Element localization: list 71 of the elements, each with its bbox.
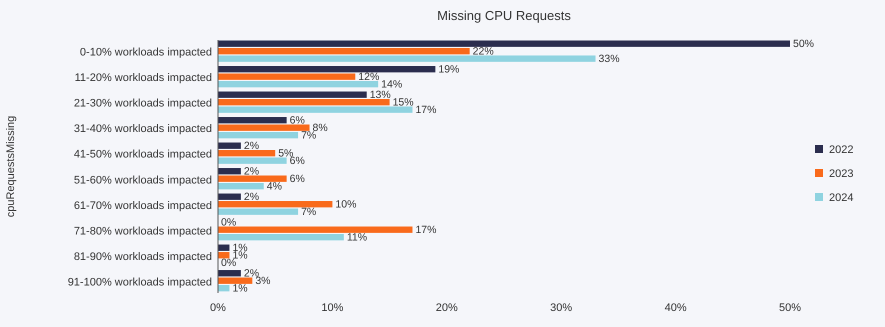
bar — [218, 234, 344, 240]
data-label: 4% — [266, 180, 282, 192]
legend-label: 2023 — [829, 168, 854, 180]
bar — [218, 73, 356, 80]
y-axis-title: cpuRequestsMissing — [5, 116, 17, 218]
data-label: 2% — [244, 190, 260, 203]
x-tick-label: 10% — [321, 302, 344, 314]
bar — [218, 270, 241, 276]
bar — [218, 99, 390, 106]
bar — [218, 278, 252, 284]
data-label: 2% — [244, 140, 260, 152]
data-label: 17% — [415, 224, 436, 236]
data-label: 6% — [290, 114, 305, 126]
y-tick-label: 0-10% workloads impacted — [80, 46, 212, 59]
x-tick-label: 30% — [550, 302, 572, 314]
y-tick-label: 41-50% workloads impacted — [74, 148, 212, 161]
bar — [218, 182, 264, 190]
bar — [218, 252, 230, 258]
x-tick-label: 0% — [210, 302, 226, 314]
data-label: 22% — [472, 45, 494, 58]
y-tick-label: 31-40% workloads impacted — [74, 123, 212, 136]
x-tick-label: 40% — [664, 302, 687, 314]
bar — [218, 157, 287, 164]
bar — [218, 194, 241, 200]
y-tick-label: 61-70% workloads impacted — [74, 200, 212, 212]
bar — [218, 124, 310, 131]
data-label: 0% — [221, 216, 236, 228]
y-tick-label: 21-30% workloads impacted — [74, 98, 212, 110]
legend-label: 2022 — [829, 144, 854, 156]
chart-title: Missing CPU Requests — [437, 8, 572, 23]
y-tick-label: 11-20% workloads impacted — [74, 72, 212, 84]
data-label: 12% — [358, 70, 380, 83]
bar — [218, 244, 230, 251]
data-label: 1% — [232, 282, 248, 294]
data-label: 13% — [370, 88, 391, 101]
bar — [218, 208, 298, 215]
bar — [218, 106, 412, 113]
data-label: 10% — [335, 198, 356, 210]
bar — [218, 168, 241, 174]
bar — [218, 80, 378, 88]
x-tick-label: 50% — [778, 302, 802, 314]
bar — [218, 117, 287, 124]
data-label: 8% — [312, 122, 328, 134]
bar — [218, 92, 367, 98]
data-label: 14% — [381, 78, 402, 90]
bar — [218, 150, 276, 156]
bar — [218, 55, 596, 62]
bar — [218, 48, 470, 54]
bar — [218, 285, 230, 292]
legend-label: 2024 — [829, 192, 854, 204]
y-tick-label: 71-80% workloads impacted — [74, 225, 212, 238]
bar — [218, 66, 436, 72]
data-label: 11% — [346, 231, 368, 244]
x-tick-label: 20% — [436, 302, 458, 314]
bar — [218, 40, 790, 47]
bar — [218, 226, 412, 233]
data-label: 15% — [392, 96, 414, 108]
bar — [218, 142, 241, 149]
data-label: 7% — [301, 206, 316, 218]
data-label: 19% — [438, 63, 460, 76]
bar — [218, 176, 287, 182]
data-label: 17% — [415, 104, 436, 116]
y-tick-label: 81-90% workloads impacted — [74, 250, 212, 263]
data-label: 33% — [598, 52, 620, 65]
data-label: 2% — [244, 165, 260, 178]
data-label: 50% — [793, 38, 814, 50]
y-tick-label: 51-60% workloads impacted — [74, 174, 212, 186]
data-label: 6% — [290, 172, 305, 185]
y-tick-label: 91-100% workloads impacted — [68, 276, 212, 288]
bar — [218, 201, 332, 208]
bar — [218, 132, 298, 138]
